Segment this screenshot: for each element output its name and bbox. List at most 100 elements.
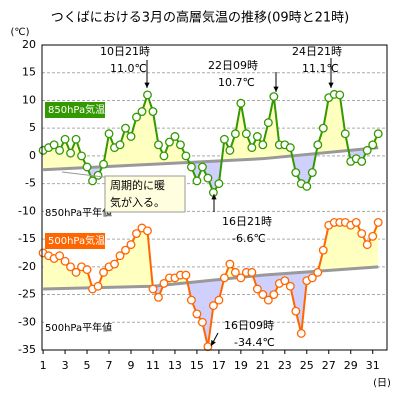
data-point (280, 276, 290, 286)
legend-box (45, 102, 105, 118)
data-point (258, 140, 268, 150)
data-point (154, 292, 163, 302)
arrow-head (211, 194, 217, 200)
data-point (368, 231, 378, 241)
y-tick-label: 5 (29, 121, 36, 134)
data-point (132, 229, 141, 238)
data-point (170, 132, 180, 141)
data-point (285, 281, 295, 291)
data-point (318, 123, 328, 133)
data-point (159, 279, 169, 288)
arrow-head (273, 86, 279, 92)
data-point (60, 256, 70, 266)
x-tick-label: 3 (62, 359, 69, 372)
x-tick-label: 7 (106, 359, 113, 372)
data-point (285, 143, 295, 153)
data-point (66, 148, 76, 158)
data-point (291, 306, 301, 316)
y-tick-label: -30 (18, 315, 36, 328)
data-point (126, 132, 136, 141)
data-point (99, 267, 108, 277)
annotation: 11.0℃ (110, 62, 147, 75)
data-point (175, 140, 185, 150)
data-point (219, 273, 229, 283)
data-point (66, 262, 76, 272)
data-point (192, 176, 202, 186)
arrow-head (144, 82, 150, 88)
data-point (225, 145, 235, 155)
data-point (362, 240, 372, 250)
data-point (373, 218, 383, 227)
y-tick-label: 0 (29, 149, 36, 162)
legend-box (45, 233, 105, 249)
data-point (357, 229, 367, 238)
y-tick-label: -25 (18, 288, 36, 301)
data-point (192, 309, 202, 319)
data-point (197, 317, 207, 327)
callout-line (61, 171, 113, 179)
fill-below (43, 266, 379, 347)
normal-label: 850hPa平年値 (45, 206, 112, 219)
x-tick-label: 29 (344, 359, 358, 372)
y-tick-label: -15 (18, 232, 36, 245)
data-point (115, 251, 125, 261)
annotation: 16日09時 (224, 319, 274, 332)
y-tick-label: -5 (25, 177, 36, 190)
data-point (93, 281, 103, 291)
data-point (203, 173, 213, 183)
normal-label-bg (44, 206, 108, 220)
annotation: -34.4℃ (234, 336, 275, 349)
data-point (82, 162, 92, 172)
annotation: 16日21時 (222, 215, 272, 228)
data-point (225, 259, 235, 269)
x-tick-label: 25 (300, 359, 314, 372)
x-tick-label: 1 (40, 359, 47, 372)
y-tick-label: 20 (22, 38, 36, 51)
arrow-head (211, 340, 216, 346)
callout-box (104, 175, 186, 213)
annotation: 11.1℃ (302, 62, 339, 75)
annotation: 周期的に暖 (110, 178, 165, 192)
data-point (230, 129, 240, 139)
data-point (362, 145, 372, 155)
annotation: 22日09時 (208, 59, 258, 72)
data-point (55, 251, 65, 261)
data-point (214, 295, 224, 305)
data-point (307, 273, 317, 283)
data-point (165, 137, 174, 147)
data-point (148, 107, 158, 116)
data-point (154, 140, 163, 150)
x-tick-label: 31 (366, 359, 380, 372)
data-point (313, 140, 323, 150)
data-point (99, 159, 108, 169)
y-unit: (℃) (10, 27, 29, 38)
data-point (368, 140, 378, 150)
data-point (49, 140, 59, 150)
fill-below (43, 147, 379, 193)
data-point (88, 176, 97, 186)
data-point (121, 123, 130, 133)
data-point (181, 270, 191, 280)
data-point (258, 290, 268, 299)
x-tick-label: 19 (234, 359, 248, 372)
data-point (263, 118, 273, 128)
x-tick-label: 13 (168, 359, 182, 372)
y-tick-label: -20 (18, 260, 36, 273)
arrow-head (328, 82, 334, 88)
data-point (143, 90, 152, 100)
normal-label-bg (44, 321, 108, 335)
data-point (269, 92, 279, 102)
data-point (55, 145, 65, 155)
data-point (247, 267, 257, 277)
data-point (263, 295, 273, 305)
annotation: 10日21時 (100, 45, 150, 58)
data-point (126, 240, 136, 250)
data-point (159, 151, 169, 161)
data-point (318, 245, 328, 255)
x-tick-label: 23 (278, 359, 292, 372)
x-tick-label: 11 (146, 359, 160, 372)
data-point (121, 245, 130, 255)
normal-line (43, 146, 379, 172)
data-point (219, 134, 229, 144)
data-point (335, 90, 345, 100)
